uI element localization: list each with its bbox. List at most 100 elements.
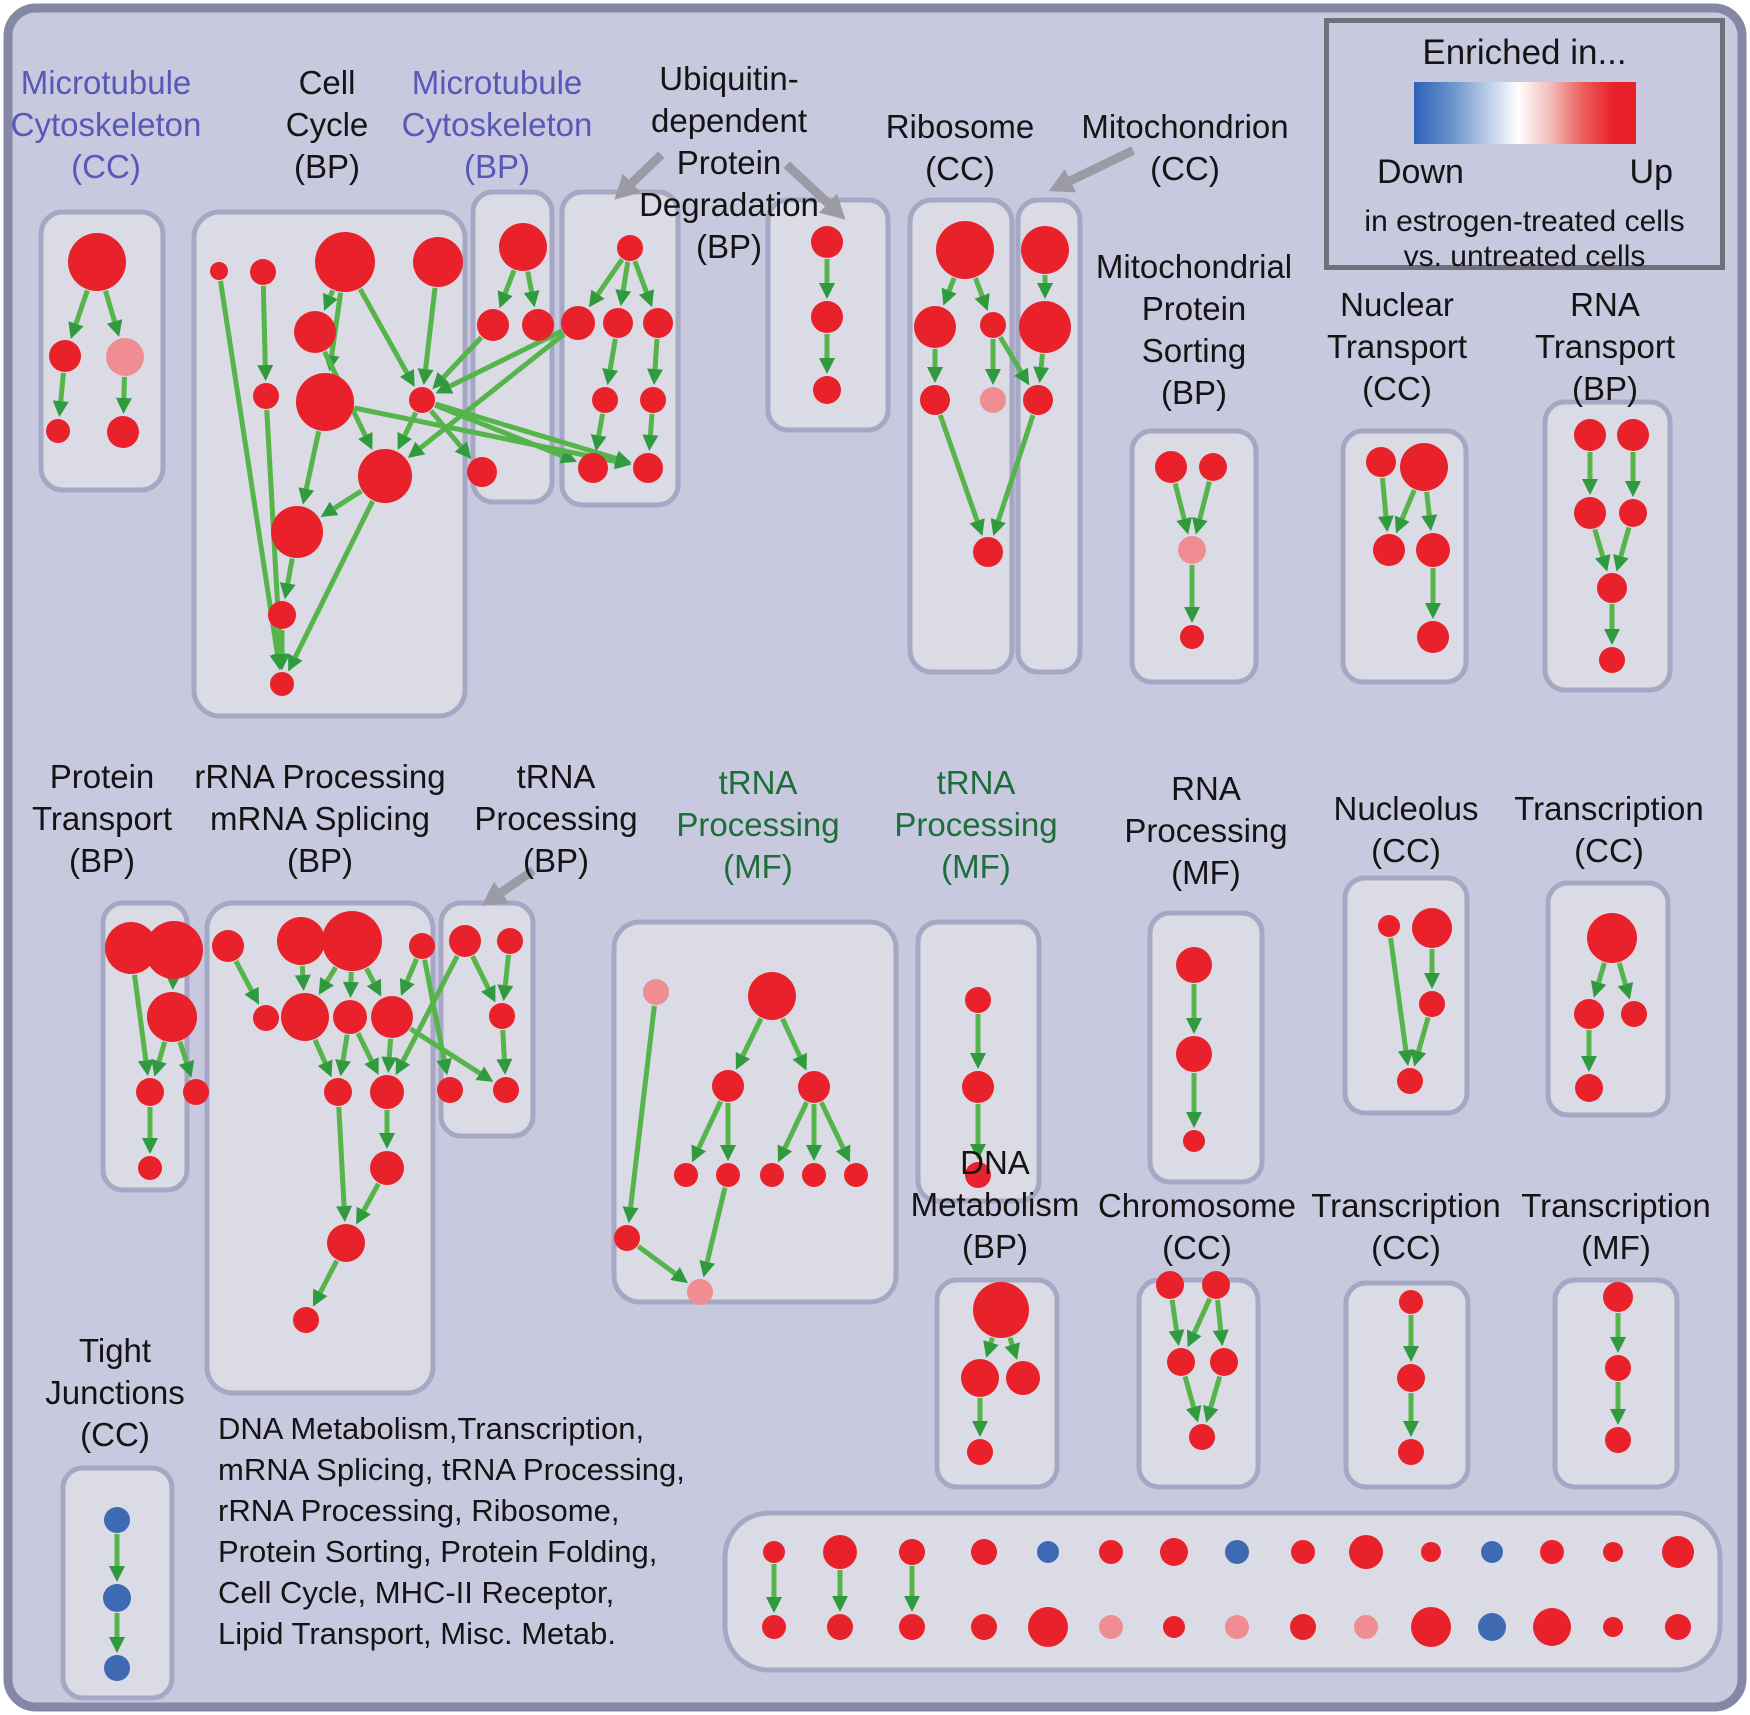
cluster-box xyxy=(60,1465,175,1701)
legend-down-label: Down xyxy=(1377,153,1464,191)
go-term-node xyxy=(107,416,139,448)
edge-arrow xyxy=(596,413,606,436)
edge-arrow xyxy=(1007,1336,1015,1346)
go-term-node xyxy=(145,921,203,979)
cluster-box xyxy=(1340,428,1469,685)
edge-arrow-head xyxy=(356,1206,371,1225)
edge-arrow-head xyxy=(294,974,311,992)
go-term-node xyxy=(640,387,666,413)
go-term-node xyxy=(493,1077,519,1103)
go-term-node xyxy=(183,1079,209,1105)
go-term-node xyxy=(914,306,956,348)
edge-arrow xyxy=(946,277,957,292)
edge-arrow xyxy=(386,1038,394,1058)
go-term-node xyxy=(1291,1540,1315,1564)
edge-arrow xyxy=(502,269,517,295)
edge-arrow-head xyxy=(1590,980,1607,998)
edge-arrow-head xyxy=(835,1144,851,1163)
edge-arrow xyxy=(620,261,631,291)
edge-arrow-head xyxy=(969,518,985,536)
edge-arrow-head xyxy=(590,434,607,452)
legend-gradient-bar xyxy=(1414,82,1636,144)
legend-up-label: Up xyxy=(1629,153,1673,191)
edge-arrow xyxy=(1197,480,1212,520)
go-term-node xyxy=(980,312,1006,338)
go-term-node xyxy=(1099,1540,1123,1564)
go-term-node xyxy=(409,387,435,413)
go-term-node xyxy=(1160,1538,1188,1566)
edge-arrow xyxy=(132,974,149,1061)
go-term-node xyxy=(467,457,497,487)
misc-categories-text: DNA Metabolism,Transcription, mRNA Splic… xyxy=(218,1411,685,1651)
go-term-node xyxy=(1210,1348,1238,1376)
go-term-node xyxy=(68,233,126,291)
go-term-node xyxy=(138,1156,162,1180)
go-term-node xyxy=(1587,913,1637,963)
color-scale-legend: Enriched in... Down Up in estrogen-treat… xyxy=(1324,18,1725,273)
label-trna-processing-mf-1: tRNA Processing (MF) xyxy=(676,764,840,885)
go-term-node xyxy=(1574,419,1606,451)
go-term-node xyxy=(617,235,643,261)
go-term-node xyxy=(1199,453,1227,481)
edge-arrow xyxy=(400,954,460,1063)
go-term-node xyxy=(674,1163,698,1187)
label-transcription-cc-bottom: Transcription (CC) xyxy=(1311,1187,1501,1266)
label-mitochondrion-cc: Mitochondrion (CC) xyxy=(1081,108,1289,187)
edge-arrow xyxy=(434,401,618,461)
edge-arrow-head xyxy=(1610,1337,1626,1353)
edge-arrow-head xyxy=(364,1057,379,1075)
edge-arrow xyxy=(647,413,655,436)
go-term-node xyxy=(477,309,509,341)
go-term-node xyxy=(1416,533,1450,567)
go-term-node xyxy=(1028,1607,1068,1647)
edge-arrow xyxy=(218,280,280,655)
edge-arrow xyxy=(361,1182,381,1212)
go-term-node xyxy=(489,1003,515,1029)
edge-arrow-head xyxy=(395,1057,411,1076)
go-term-node xyxy=(1411,1607,1451,1647)
cluster-box xyxy=(191,209,468,719)
go-term-node xyxy=(1621,1001,1647,1027)
cluster-box xyxy=(1136,1277,1261,1490)
annotation-arrow xyxy=(628,151,665,187)
go-term-node xyxy=(413,237,463,287)
annotation-arrow-head xyxy=(481,881,509,906)
edge-arrow xyxy=(329,292,344,356)
go-term-node xyxy=(961,1359,999,1397)
go-term-node xyxy=(1603,1282,1633,1312)
cluster-box xyxy=(611,919,899,1305)
go-term-node xyxy=(614,1225,640,1251)
go-term-node xyxy=(1397,1364,1425,1392)
label-ribosome-cc: Ribosome (CC) xyxy=(885,108,1035,187)
edge-arrow xyxy=(340,1034,350,1061)
edge-arrow-head xyxy=(1625,481,1641,497)
edge-arrow-head xyxy=(970,1053,986,1069)
edge-arrow xyxy=(364,967,377,984)
go-term-node xyxy=(1665,1614,1691,1640)
cluster-box xyxy=(1545,880,1671,1118)
go-term-node xyxy=(268,601,296,629)
edge-arrow-head xyxy=(142,1138,158,1154)
go-term-node xyxy=(270,672,294,696)
edge-arrow xyxy=(628,1005,657,1208)
go-term-node xyxy=(1533,1608,1571,1646)
go-term-node xyxy=(578,453,608,483)
go-term-node xyxy=(1163,1616,1185,1638)
legend-condition-line2: vs. untreated cells xyxy=(1403,240,1646,273)
go-term-node xyxy=(1662,1536,1694,1568)
go-term-node xyxy=(971,1614,997,1640)
label-rna-transport-bp: RNA Transport (BP) xyxy=(1535,286,1675,407)
cluster-box xyxy=(204,900,436,1396)
label-microtubule-cytoskeleton-bp: Microtubule Cytoskeleton (BP) xyxy=(401,64,593,185)
go-term-node xyxy=(370,1075,404,1109)
edge-arrow xyxy=(1388,937,1409,1051)
annotation-arrow-head xyxy=(614,173,641,200)
edge-arrow-head xyxy=(1033,366,1050,384)
edge-arrow-head xyxy=(972,1421,988,1437)
edge-arrow-head xyxy=(1212,1329,1229,1347)
go-term-node xyxy=(1189,1424,1215,1450)
go-term-node xyxy=(1155,451,1187,483)
edge-arrow xyxy=(355,1032,374,1062)
edge-arrow-head xyxy=(274,654,290,670)
go-term-node xyxy=(322,911,382,971)
